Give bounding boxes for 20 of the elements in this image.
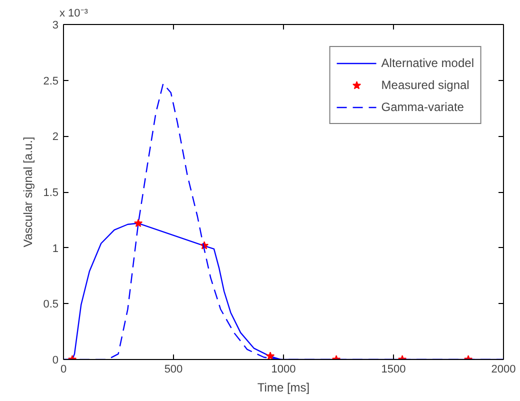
text: x 10⁻³ bbox=[60, 8, 88, 20]
y-tick-label: 2 bbox=[52, 131, 59, 144]
y-tick-label: 3 bbox=[52, 20, 59, 32]
y-tick-label: 1 bbox=[52, 242, 59, 255]
x-tick-label: 500 bbox=[164, 364, 183, 376]
x-tick-label: 2000 bbox=[491, 364, 516, 376]
y-tick-label: 2.5 bbox=[43, 75, 59, 88]
legend-label: Measured signal bbox=[381, 78, 470, 92]
x-tick-label: 1000 bbox=[271, 364, 296, 376]
y-tick-label: 0.5 bbox=[43, 298, 59, 311]
point bbox=[266, 352, 275, 360]
x-axis-title: Time [ms] bbox=[257, 380, 310, 394]
y-tick-label: 0 bbox=[52, 354, 59, 366]
y-axis-title: Vascular signal [a.u.] bbox=[21, 136, 36, 248]
y-tick-label: 1.5 bbox=[43, 187, 59, 199]
x-tick-label: 1500 bbox=[381, 364, 406, 376]
legend-label: Alternative model bbox=[381, 56, 474, 70]
legend-label: Gamma-variate bbox=[381, 100, 464, 114]
x-tick-label: 0 bbox=[60, 364, 67, 376]
point bbox=[134, 218, 143, 228]
